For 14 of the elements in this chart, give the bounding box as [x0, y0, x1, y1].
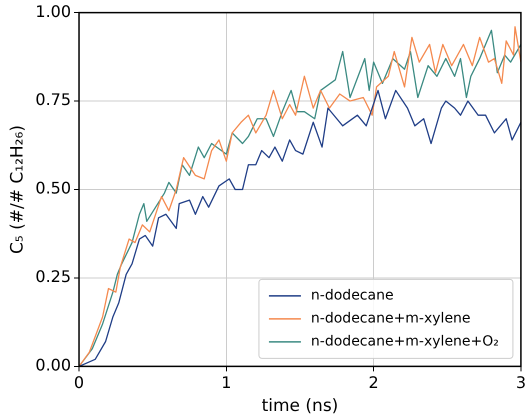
x-tick-label: 0	[74, 373, 84, 392]
y-tick-label: 0.75	[35, 90, 72, 110]
y-tick-label: 0.00	[35, 356, 72, 375]
y-axis-title: C₅ (#/# C₁₂H₂₆)	[8, 125, 28, 254]
x-tick-label: 1	[221, 373, 232, 392]
y-tick-label: 0.50	[35, 178, 72, 198]
legend-label: n-dodecane+m-xylene+O₂	[310, 334, 499, 350]
x-axis-title: time (ns)	[262, 396, 338, 416]
legend-label: n-dodecane	[310, 288, 394, 304]
x-tick-label: 2	[368, 373, 379, 392]
x-tick-label: 3	[516, 373, 526, 392]
legend-label: n-dodecane+m-xylene	[310, 310, 471, 327]
y-tick-label: 0.25	[35, 267, 72, 286]
y-tick-label: 1.00	[35, 2, 72, 21]
